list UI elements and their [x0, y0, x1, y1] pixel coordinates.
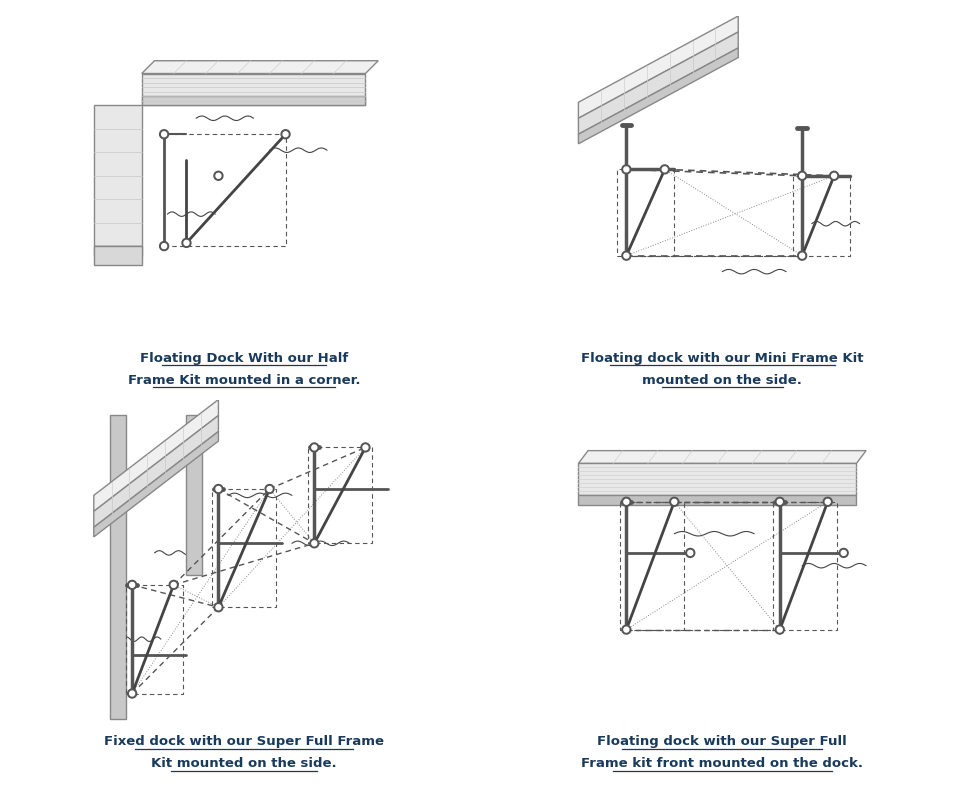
Circle shape	[216, 487, 221, 491]
Circle shape	[622, 497, 630, 507]
Circle shape	[184, 240, 189, 245]
Circle shape	[214, 602, 223, 612]
Polygon shape	[579, 48, 738, 144]
Bar	[186, 415, 202, 575]
Polygon shape	[142, 74, 365, 105]
Circle shape	[799, 173, 804, 178]
Circle shape	[171, 582, 176, 587]
Circle shape	[309, 443, 319, 452]
Circle shape	[830, 171, 838, 181]
Circle shape	[622, 165, 630, 174]
Polygon shape	[579, 451, 866, 463]
Polygon shape	[579, 16, 738, 118]
Circle shape	[660, 165, 670, 174]
Circle shape	[216, 605, 221, 610]
Circle shape	[624, 499, 629, 504]
Bar	[793, 176, 850, 256]
Circle shape	[622, 625, 630, 634]
Text: Fixed dock with our Super Full Frame: Fixed dock with our Super Full Frame	[104, 735, 384, 748]
Bar	[773, 502, 837, 630]
Circle shape	[214, 484, 223, 494]
Circle shape	[312, 445, 317, 450]
Circle shape	[670, 497, 678, 507]
Circle shape	[663, 167, 668, 172]
Circle shape	[841, 551, 846, 555]
Circle shape	[130, 691, 135, 696]
Polygon shape	[94, 431, 219, 537]
Circle shape	[361, 443, 370, 452]
Circle shape	[688, 551, 693, 555]
Circle shape	[265, 484, 274, 494]
Bar	[627, 502, 780, 630]
Bar	[620, 502, 684, 630]
Circle shape	[162, 132, 167, 137]
Circle shape	[130, 582, 135, 587]
Circle shape	[624, 627, 629, 632]
Text: Frame kit front mounted on the dock.: Frame kit front mounted on the dock.	[582, 757, 863, 770]
Circle shape	[182, 238, 191, 248]
Circle shape	[281, 129, 290, 139]
Circle shape	[775, 625, 785, 634]
Polygon shape	[579, 32, 738, 134]
Circle shape	[624, 167, 629, 172]
Circle shape	[671, 499, 676, 504]
Circle shape	[624, 253, 629, 258]
Bar	[617, 169, 674, 256]
Circle shape	[128, 689, 137, 698]
Polygon shape	[94, 415, 219, 527]
Polygon shape	[142, 61, 379, 74]
Circle shape	[162, 244, 167, 248]
Polygon shape	[94, 400, 219, 511]
Circle shape	[128, 580, 137, 590]
Bar	[307, 447, 372, 543]
Polygon shape	[94, 105, 142, 246]
Circle shape	[775, 497, 785, 507]
Text: Floating Dock With our Half: Floating Dock With our Half	[140, 352, 348, 364]
Circle shape	[826, 499, 831, 504]
Circle shape	[267, 487, 272, 491]
Circle shape	[797, 171, 806, 181]
Circle shape	[160, 241, 169, 251]
Circle shape	[622, 251, 630, 260]
Text: Floating dock with our Mini Frame Kit: Floating dock with our Mini Frame Kit	[581, 352, 864, 364]
Circle shape	[799, 253, 804, 258]
Circle shape	[216, 173, 221, 178]
Bar	[109, 415, 126, 719]
Bar	[164, 134, 286, 246]
Polygon shape	[142, 96, 365, 105]
Text: Floating dock with our Super Full: Floating dock with our Super Full	[597, 735, 847, 748]
Circle shape	[832, 173, 836, 178]
Circle shape	[363, 445, 368, 450]
Circle shape	[777, 499, 782, 504]
Circle shape	[686, 548, 695, 558]
Text: mounted on the side.: mounted on the side.	[642, 374, 802, 387]
Polygon shape	[579, 495, 857, 505]
Circle shape	[797, 251, 806, 260]
Text: Frame Kit mounted in a corner.: Frame Kit mounted in a corner.	[128, 374, 360, 387]
Circle shape	[823, 497, 833, 507]
Circle shape	[283, 132, 288, 137]
Circle shape	[777, 627, 782, 632]
Circle shape	[309, 539, 319, 548]
Circle shape	[312, 541, 317, 546]
Circle shape	[160, 129, 169, 139]
Polygon shape	[94, 246, 142, 265]
Bar	[126, 585, 183, 694]
Bar	[212, 489, 276, 607]
Text: Kit mounted on the side.: Kit mounted on the side.	[151, 757, 337, 770]
Circle shape	[169, 580, 179, 590]
Polygon shape	[94, 246, 142, 256]
Circle shape	[839, 548, 848, 558]
Polygon shape	[579, 463, 857, 495]
Circle shape	[214, 171, 223, 181]
